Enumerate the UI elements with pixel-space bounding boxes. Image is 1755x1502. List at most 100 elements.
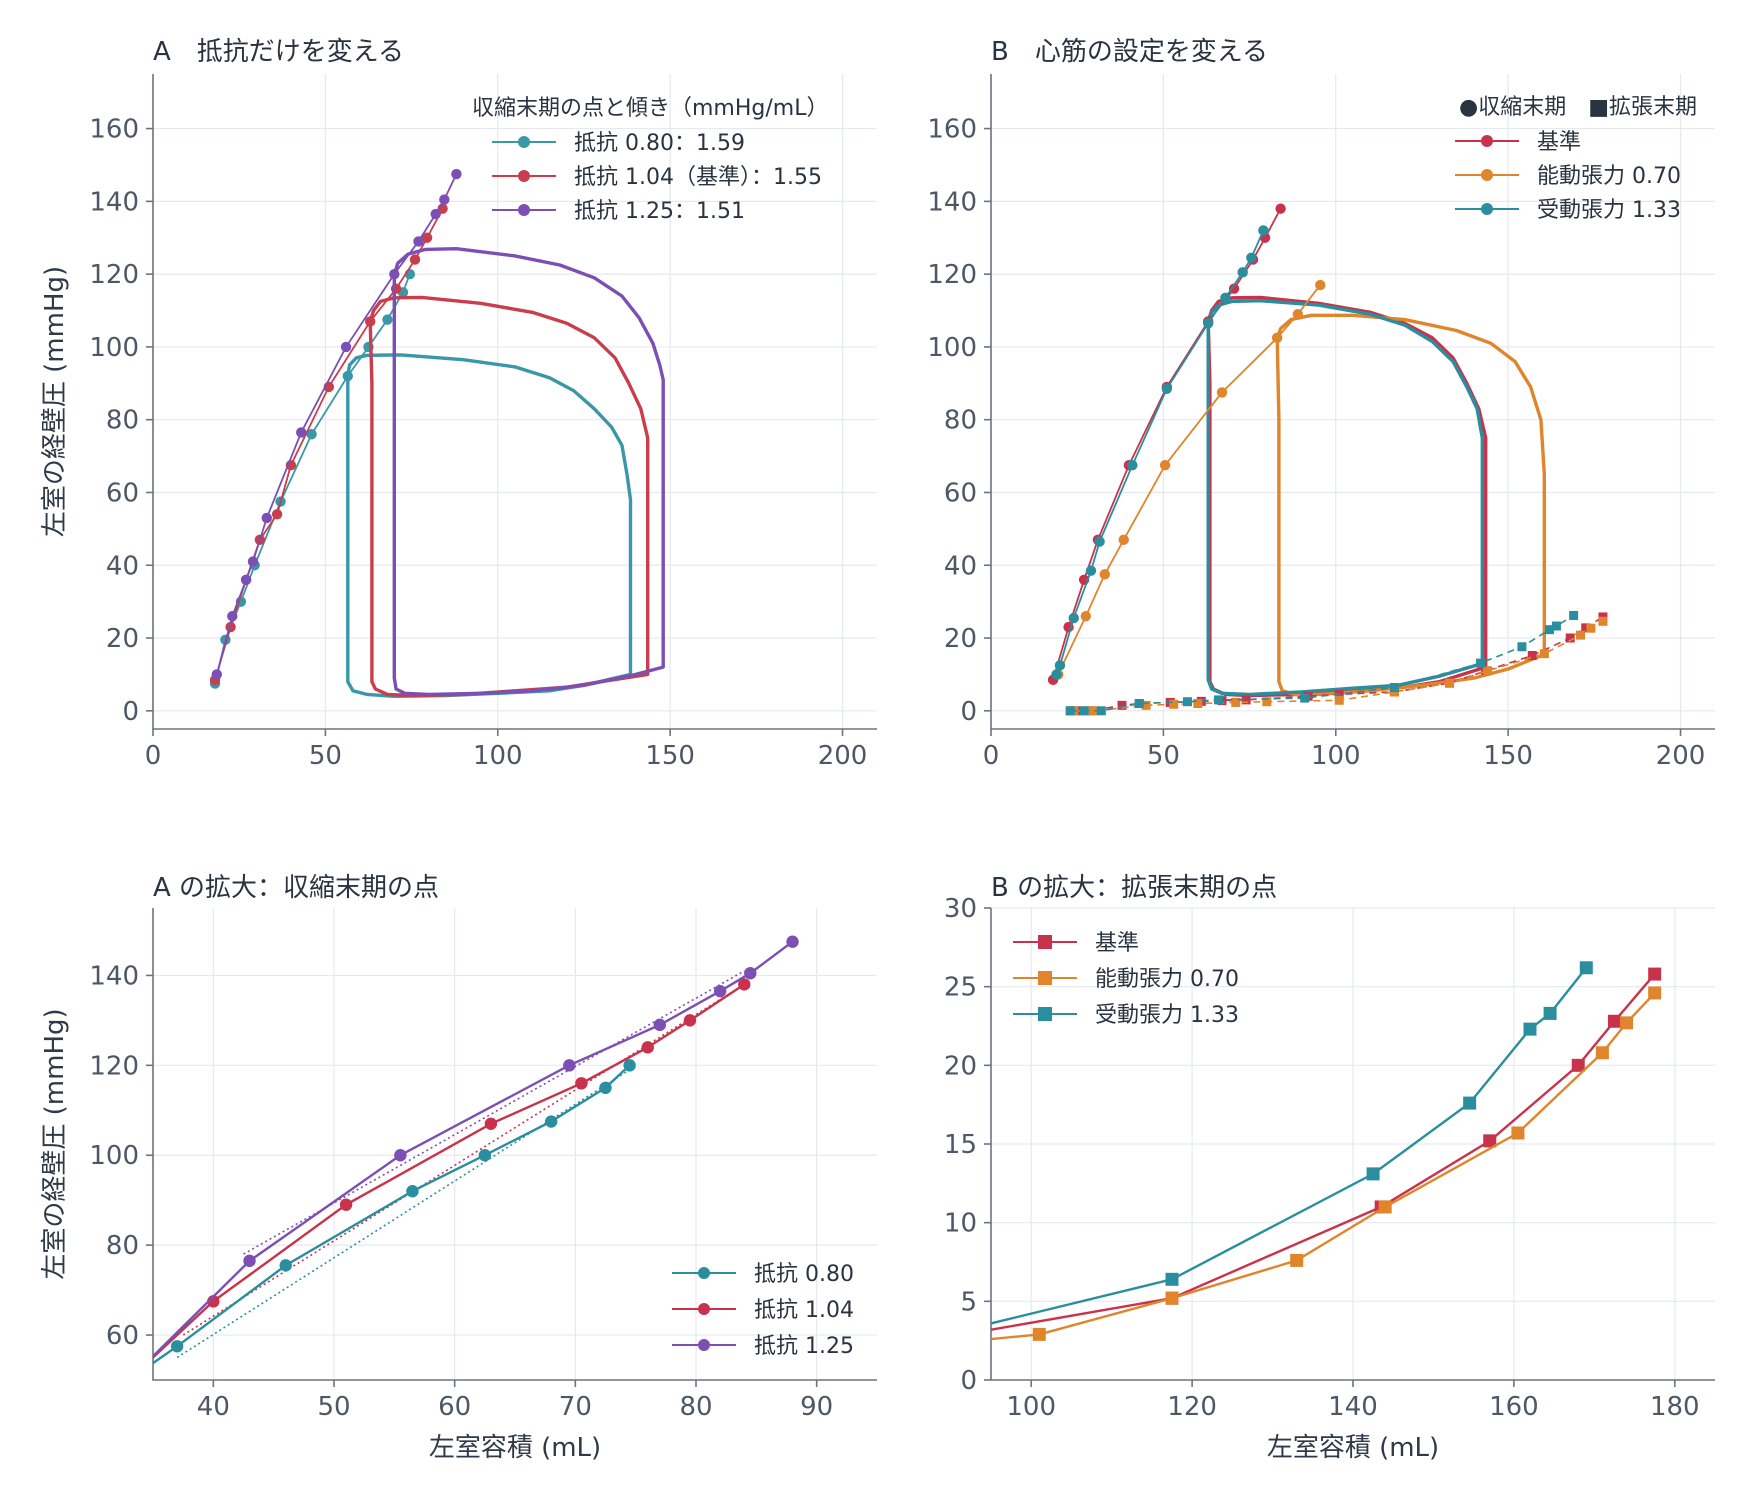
- legend-marker: [518, 204, 530, 216]
- ed-point: [1543, 1006, 1557, 1020]
- legend-label: 受動張力 1.33: [1537, 198, 1681, 223]
- es-point: [1161, 383, 1173, 394]
- ed-point: [1565, 633, 1575, 643]
- legend-marker: [698, 1339, 710, 1351]
- ed-point: [1290, 1253, 1304, 1267]
- es-point: [247, 556, 259, 567]
- legend-entry-1: 抵抗 1.04: [672, 1298, 854, 1323]
- x-tick-label: 100: [1006, 1392, 1056, 1422]
- y-tick-label: 100: [927, 333, 977, 363]
- ed-point: [1586, 623, 1596, 633]
- ed-point: [1476, 658, 1486, 668]
- x-tick-label: 60: [438, 1392, 471, 1422]
- es-line-0: [153, 1064, 631, 1365]
- ed-point: [1262, 697, 1272, 707]
- x-tick-label: 100: [473, 741, 523, 771]
- y-tick-label: 40: [944, 551, 977, 581]
- ed-point: [1648, 967, 1662, 981]
- ed-point: [1517, 642, 1527, 652]
- legend-entry-2: 抵抗 1.25：1.51: [492, 199, 745, 224]
- y-tick-label: 60: [106, 478, 139, 508]
- es-point: [1054, 660, 1066, 671]
- x-axis-label: 左室容積 (mL): [1267, 1433, 1439, 1463]
- x-tick-label: 150: [645, 741, 695, 771]
- ed-point: [1183, 697, 1193, 707]
- ed-point: [1581, 623, 1591, 633]
- es-point: [451, 168, 462, 180]
- es-point: [653, 1018, 666, 1032]
- ed-point: [1169, 699, 1179, 709]
- y-tick-label: 20: [106, 624, 139, 654]
- x-tick-label: 90: [800, 1392, 833, 1422]
- es-point: [342, 370, 353, 382]
- y-tick-label: 20: [944, 624, 977, 654]
- legend-label: 受動張力 1.33: [1095, 1003, 1239, 1028]
- ed-point: [1511, 1126, 1525, 1140]
- legend-label: 抵抗 0.80: [754, 1262, 854, 1287]
- es-point: [1271, 332, 1283, 344]
- ed-point: [1378, 1200, 1392, 1214]
- ed-point: [1334, 695, 1344, 705]
- ed-point: [1576, 630, 1586, 640]
- x-tick-label: 0: [983, 741, 1000, 771]
- ed-point: [1482, 666, 1492, 676]
- pv-loop-0: [1206, 295, 1488, 698]
- panel-title: B 心筋の設定を変える: [991, 37, 1268, 67]
- ed-point: [1134, 699, 1144, 709]
- x-tick-label: 50: [1147, 741, 1180, 771]
- y-tick-label: 0: [960, 1366, 977, 1396]
- legend-entry-2: 受動張力 1.33: [1013, 1003, 1239, 1028]
- ed-point: [1241, 695, 1251, 705]
- ed-point: [1065, 706, 1075, 716]
- x-tick-label: 120: [1167, 1392, 1217, 1422]
- legend-entry-2: 受動張力 1.33: [1455, 198, 1681, 223]
- ed-point: [1231, 697, 1241, 707]
- legend-entry-1: 能動張力 0.70: [1455, 164, 1681, 189]
- x-tick-label: 40: [197, 1392, 230, 1422]
- ed-point: [1366, 1167, 1380, 1181]
- es-point: [1051, 669, 1062, 680]
- ed-point: [1598, 616, 1608, 626]
- es-point: [1228, 283, 1240, 294]
- es-point: [1258, 225, 1269, 236]
- y-tick-label: 80: [106, 406, 139, 436]
- ed-point: [1300, 693, 1310, 703]
- x-tick-label: 0: [145, 741, 162, 771]
- y-tick-label: 120: [89, 260, 139, 290]
- es-point: [1099, 569, 1110, 580]
- es-point: [683, 1014, 697, 1027]
- ed-point: [1579, 961, 1593, 975]
- legend-entry-1: 能動張力 0.70: [1013, 967, 1239, 992]
- es-point: [1118, 534, 1129, 545]
- legend-marker: [1481, 135, 1493, 147]
- es-point: [1094, 536, 1105, 547]
- ed-point: [1117, 700, 1127, 710]
- legend-entry-0: 抵抗 0.80：1.59: [492, 131, 745, 156]
- es-point: [786, 935, 799, 948]
- ed-point: [1096, 706, 1106, 716]
- es-point: [340, 341, 352, 353]
- y-axis-label: 左室の経壁圧 (mmHg): [40, 1008, 70, 1279]
- y-tick-label: 10: [944, 1209, 977, 1239]
- es-point: [413, 236, 424, 247]
- legend-label: 抵抗 1.04: [754, 1298, 854, 1323]
- es-point: [296, 427, 307, 438]
- ed-point: [1539, 649, 1549, 659]
- es-point: [421, 232, 433, 243]
- fit-line-0: [176, 1069, 631, 1359]
- x-tick-label: 200: [818, 741, 868, 771]
- ed-line-2: [1070, 614, 1575, 712]
- es-point: [1085, 565, 1097, 576]
- legend-label: 能動張力 0.70: [1537, 164, 1681, 189]
- es-point: [1068, 612, 1079, 624]
- y-tick-label: 60: [944, 478, 977, 508]
- ed-point: [1571, 1058, 1585, 1072]
- y-tick-label: 80: [944, 406, 977, 436]
- panel-title: A の拡大：収縮末期の点: [153, 873, 439, 903]
- es-point: [1220, 292, 1231, 303]
- es-point: [406, 1185, 419, 1198]
- es-point: [430, 208, 441, 220]
- pv-loop-1: [368, 295, 650, 698]
- y-tick-label: 120: [89, 1051, 139, 1081]
